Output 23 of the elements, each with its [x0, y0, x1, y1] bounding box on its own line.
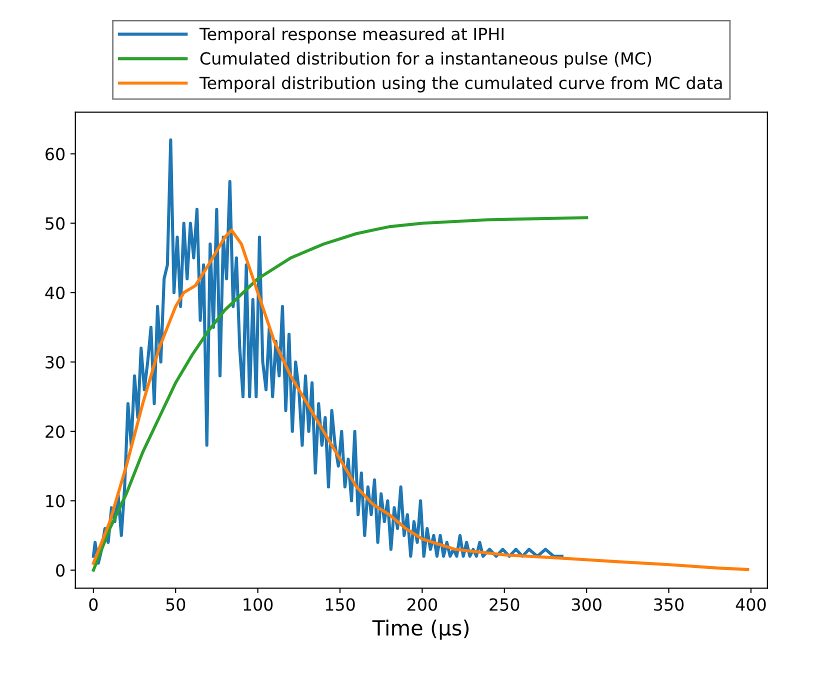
x-tick-label: 0 — [89, 598, 98, 611]
y-tick-label: 0 — [56, 564, 65, 577]
x-tick-label: 50 — [166, 598, 186, 611]
line-series — [92, 228, 750, 571]
y-tick-label: 40 — [45, 286, 65, 300]
x-tick-label: 400 — [736, 598, 766, 611]
line-series — [92, 216, 588, 572]
y-tick-label: 10 — [46, 494, 65, 508]
y-tick-label: 50 — [46, 217, 65, 230]
x-tick-label: 350 — [654, 598, 684, 611]
line-series — [92, 138, 564, 565]
x-tick-label: 200 — [408, 598, 437, 611]
y-tick-label: 30 — [46, 356, 65, 369]
legend-label: Temporal distribution using the cumulated curve from MC data — [199, 76, 722, 92]
x-tick-label: 300 — [572, 598, 602, 611]
legend-label: Cumulated distribution for a instantaneous pulse (MC) — [200, 52, 652, 68]
y-tick-label: 60 — [46, 148, 65, 160]
x-tick-label: 150 — [326, 598, 355, 611]
y-tick-label: 20 — [46, 425, 65, 438]
x-tick-label: 100 — [244, 598, 273, 611]
x-axis-title: Time (µs) — [372, 620, 469, 640]
x-tick-label: 250 — [490, 598, 520, 611]
legend-label: Temporal response measured at IPHI — [199, 27, 504, 44]
